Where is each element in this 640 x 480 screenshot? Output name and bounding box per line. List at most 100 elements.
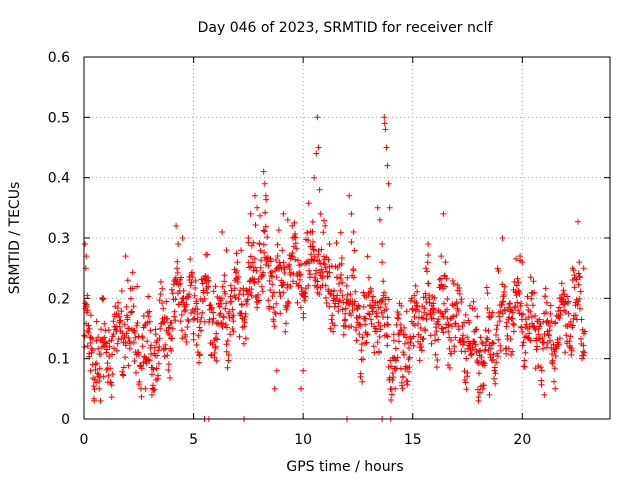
data-point xyxy=(93,379,100,386)
data-point xyxy=(138,393,145,400)
data-point xyxy=(120,364,127,371)
data-point xyxy=(309,228,316,235)
data-point xyxy=(117,317,124,324)
data-point xyxy=(389,376,396,383)
data-point xyxy=(301,297,308,304)
data-point xyxy=(420,335,427,342)
data-point xyxy=(172,317,179,324)
data-point xyxy=(565,310,572,317)
data-point xyxy=(493,359,500,366)
data-point xyxy=(571,272,578,279)
data-point xyxy=(279,247,286,254)
data-point xyxy=(133,322,140,329)
data-point xyxy=(548,318,555,325)
data-point xyxy=(264,234,271,241)
data-point xyxy=(379,297,386,304)
data-point xyxy=(205,283,212,290)
data-point xyxy=(392,345,399,352)
data-point xyxy=(100,295,107,302)
data-point xyxy=(135,349,142,356)
data-point xyxy=(489,339,496,346)
data-point xyxy=(517,253,524,260)
data-point xyxy=(298,261,305,268)
data-point xyxy=(580,352,587,359)
data-point xyxy=(579,355,585,362)
data-point xyxy=(304,229,311,236)
data-point xyxy=(382,294,389,301)
data-point xyxy=(232,294,239,301)
data-point xyxy=(270,318,277,325)
data-point xyxy=(160,305,167,312)
data-point xyxy=(395,311,402,318)
data-point xyxy=(229,326,236,332)
data-point xyxy=(280,259,287,266)
data-point xyxy=(436,276,443,283)
data-point xyxy=(556,335,563,342)
x-tick-label: 0 xyxy=(80,432,89,448)
data-point xyxy=(276,289,283,296)
data-point xyxy=(322,222,329,229)
data-point xyxy=(546,327,553,334)
data-point xyxy=(530,302,536,309)
data-point xyxy=(387,357,394,364)
data-point xyxy=(462,348,469,355)
data-point xyxy=(331,287,337,294)
data-point xyxy=(251,280,258,286)
data-point xyxy=(513,292,520,299)
data-point xyxy=(289,222,296,229)
data-point xyxy=(129,285,136,292)
data-point xyxy=(292,240,299,247)
data-point xyxy=(233,250,240,257)
data-point xyxy=(486,391,493,398)
data-point xyxy=(217,310,224,317)
data-point xyxy=(230,318,237,325)
y-tick-label: 0.4 xyxy=(48,171,70,187)
data-point xyxy=(394,314,401,321)
data-point xyxy=(313,267,320,274)
data-point xyxy=(519,328,526,335)
data-point xyxy=(204,251,211,258)
data-point xyxy=(511,278,518,285)
data-point xyxy=(453,300,460,307)
data-point xyxy=(208,351,215,358)
data-point xyxy=(331,303,338,310)
data-point xyxy=(182,333,189,340)
data-point xyxy=(326,269,333,276)
data-point xyxy=(528,295,535,302)
data-point xyxy=(292,234,299,241)
data-point xyxy=(573,276,580,283)
data-point xyxy=(493,326,500,333)
data-point xyxy=(507,300,513,307)
data-point xyxy=(373,313,380,320)
data-point xyxy=(536,323,543,330)
data-point xyxy=(462,379,469,386)
data-point xyxy=(227,282,234,289)
data-point xyxy=(277,310,284,317)
data-point xyxy=(212,343,219,350)
data-point xyxy=(258,257,265,264)
data-point xyxy=(165,367,172,373)
data-point xyxy=(114,305,121,311)
data-point xyxy=(390,337,397,344)
data-point xyxy=(90,383,97,390)
data-point xyxy=(527,337,534,344)
data-point xyxy=(551,365,558,372)
data-point xyxy=(455,326,462,333)
data-point xyxy=(85,322,92,329)
data-point xyxy=(358,341,365,348)
data-point xyxy=(503,319,510,326)
data-point xyxy=(519,342,526,349)
data-point xyxy=(331,322,338,329)
data-point xyxy=(376,216,383,223)
data-point xyxy=(370,343,377,350)
data-point xyxy=(242,310,249,317)
data-point xyxy=(479,385,486,392)
data-point xyxy=(255,291,262,298)
data-point xyxy=(383,306,390,313)
data-point xyxy=(223,300,230,307)
data-point xyxy=(157,325,164,332)
data-point xyxy=(114,340,121,347)
data-point xyxy=(153,365,160,372)
data-point xyxy=(520,311,527,318)
data-point xyxy=(118,335,125,342)
